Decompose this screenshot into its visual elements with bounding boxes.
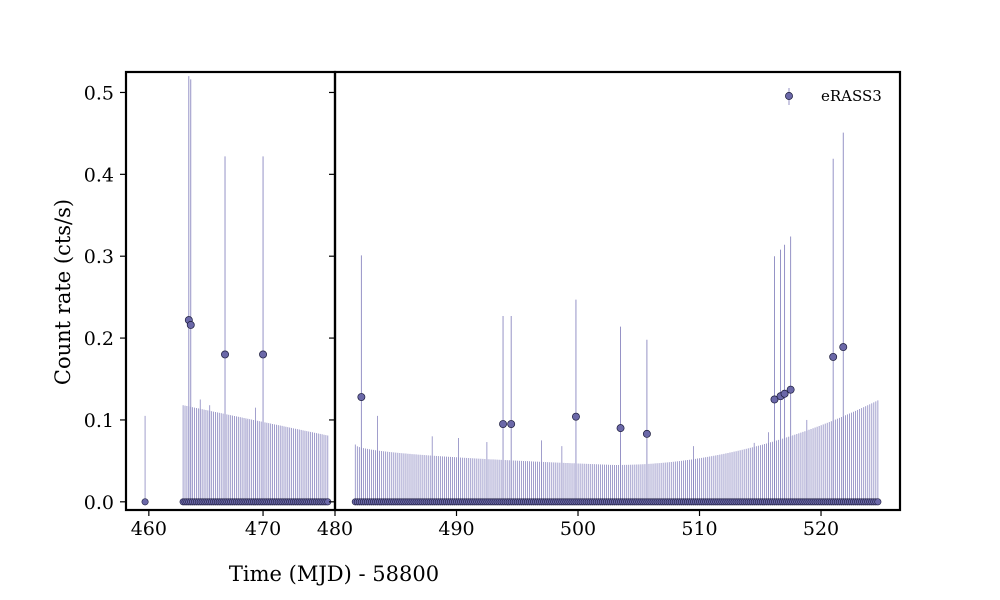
- y-tick-label: 0.2: [84, 328, 114, 350]
- data-point: [770, 395, 779, 404]
- x-tick-label: 490: [438, 518, 474, 540]
- y-tick-label: 0.0: [84, 492, 114, 514]
- x-tick-label: 480: [317, 518, 353, 540]
- x-tick-label: 510: [681, 518, 717, 540]
- y-tick-label: 0.4: [84, 164, 114, 186]
- y-tick-label: 0.3: [84, 246, 114, 268]
- left-panel: 460 470: [124, 70, 337, 540]
- x-tick-label: 500: [560, 518, 596, 540]
- y-tick-label: 0.1: [84, 410, 114, 432]
- right-data: [351, 132, 882, 506]
- data-point: [259, 350, 267, 359]
- data-point: [221, 350, 229, 359]
- left-data: [141, 76, 332, 506]
- right-frame: [333, 70, 902, 512]
- data-point: [780, 389, 789, 398]
- data-point: [357, 393, 366, 401]
- x-tick-label: 470: [245, 518, 281, 540]
- data-point: [507, 420, 516, 428]
- right-panel: 480 490 500 510 520: [317, 70, 902, 540]
- x-tick-label: 520: [803, 518, 839, 540]
- y-axis-label: Count rate (cts/s): [51, 199, 75, 385]
- data-point: [874, 498, 882, 506]
- legend-marker: [785, 92, 793, 100]
- data-point: [571, 412, 580, 421]
- data-point: [141, 498, 149, 506]
- data-point: [186, 321, 195, 329]
- y-tick-label: 0.5: [84, 82, 114, 104]
- data-point: [829, 352, 838, 361]
- x-axis-label: Time (MJD) - 58800: [229, 562, 439, 586]
- data-point: [616, 424, 625, 433]
- data-point: [499, 420, 507, 428]
- legend: eRASS3: [785, 87, 882, 105]
- data-point: [642, 429, 651, 438]
- legend-label: eRASS3: [821, 87, 882, 105]
- y-axis: 0.0 0.1 0.2 0.3 0.4 0.5: [84, 82, 126, 514]
- x-tick-label: 460: [131, 518, 167, 540]
- data-point: [839, 343, 848, 352]
- data-point: [786, 385, 795, 394]
